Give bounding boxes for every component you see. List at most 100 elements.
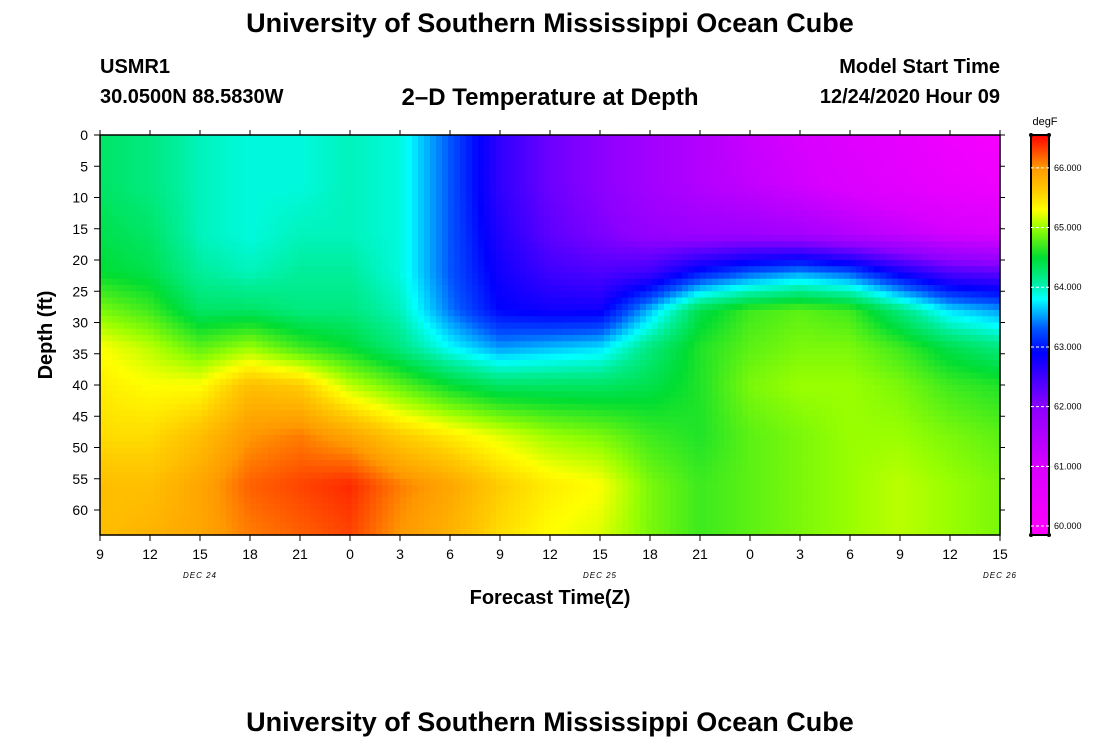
heatmap-cell xyxy=(718,335,725,342)
heatmap-cell xyxy=(736,272,743,280)
heatmap-cell xyxy=(754,147,761,155)
heatmap-cell xyxy=(928,241,935,249)
heatmap-cell xyxy=(640,153,647,161)
heatmap-cell xyxy=(856,216,863,224)
heatmap-cell xyxy=(916,141,923,149)
heatmap-cell xyxy=(874,328,881,336)
heatmap-cell xyxy=(250,228,257,236)
heatmap-cell xyxy=(706,147,713,155)
heatmap-cell xyxy=(688,147,695,155)
heatmap-cell xyxy=(514,178,521,186)
heatmap-cell xyxy=(658,178,665,186)
heatmap-cell xyxy=(322,153,329,161)
heatmap-cell xyxy=(754,185,761,192)
heatmap-cell xyxy=(694,266,701,274)
heatmap-cell xyxy=(232,322,239,330)
heatmap-cell xyxy=(142,135,149,142)
heatmap-cell xyxy=(454,203,461,211)
heatmap-cell xyxy=(694,191,701,199)
heatmap-cell xyxy=(460,266,467,274)
heatmap-cell xyxy=(634,291,641,299)
heatmap-cell xyxy=(904,253,911,261)
heatmap-cell xyxy=(742,166,749,174)
heatmap-cell xyxy=(142,247,149,255)
heatmap-cell xyxy=(460,222,467,230)
heatmap-cell xyxy=(448,153,455,161)
heatmap-cell xyxy=(478,135,485,142)
heatmap-cell xyxy=(124,216,131,224)
heatmap-cell xyxy=(622,135,629,142)
heatmap-cell xyxy=(892,272,899,280)
heatmap-cell xyxy=(670,197,677,205)
heatmap-cell xyxy=(256,316,263,324)
heatmap-cell xyxy=(772,147,779,155)
heatmap-cell xyxy=(490,272,497,280)
heatmap-cell xyxy=(424,303,431,311)
heatmap-cell xyxy=(958,228,965,236)
heatmap-cell xyxy=(832,241,839,249)
heatmap-cell xyxy=(826,316,833,324)
heatmap-cell xyxy=(130,197,137,205)
heatmap-cell xyxy=(412,328,419,336)
heatmap-cell xyxy=(598,197,605,205)
heatmap-cell xyxy=(754,247,761,255)
heatmap-cell xyxy=(334,135,341,142)
heatmap-cell xyxy=(616,316,623,324)
heatmap-cell xyxy=(910,216,917,224)
heatmap-cell xyxy=(874,166,881,174)
heatmap-cell xyxy=(376,216,383,224)
heatmap-cell xyxy=(418,210,425,217)
heatmap-cell xyxy=(622,191,629,199)
heatmap-cell xyxy=(286,172,293,180)
heatmap-cell xyxy=(568,160,575,167)
heatmap-cell xyxy=(364,178,371,186)
heatmap-cell xyxy=(922,228,929,236)
heatmap-cell xyxy=(406,247,413,255)
heatmap-cell xyxy=(808,241,815,249)
heatmap-cell xyxy=(760,247,767,255)
heatmap-cell xyxy=(214,253,221,261)
heatmap-cell xyxy=(334,160,341,167)
heatmap-cell xyxy=(958,172,965,180)
heatmap-cell xyxy=(934,166,941,174)
heatmap-cell xyxy=(364,266,371,274)
heatmap-cell xyxy=(988,141,995,149)
heatmap-cell xyxy=(796,216,803,224)
heatmap-cell xyxy=(724,260,731,267)
heatmap-cell xyxy=(316,241,323,249)
heatmap-cell xyxy=(526,297,533,305)
heatmap-cell xyxy=(964,135,971,142)
heatmap-cell xyxy=(448,178,455,186)
heatmap-cell xyxy=(328,278,335,286)
heatmap-cell xyxy=(484,135,491,142)
heatmap-cell xyxy=(628,178,635,186)
heatmap-cell xyxy=(628,266,635,274)
heatmap-cell xyxy=(232,135,239,142)
heatmap-cell xyxy=(850,153,857,161)
heatmap-cell xyxy=(520,216,527,224)
heatmap-cell xyxy=(748,185,755,192)
heatmap-cell xyxy=(550,147,557,155)
heatmap-cell xyxy=(286,335,293,342)
heatmap-cell xyxy=(862,303,869,311)
heatmap-cell xyxy=(970,153,977,161)
heatmap-cell xyxy=(940,203,947,211)
heatmap-cell xyxy=(538,272,545,280)
heatmap-cell xyxy=(418,272,425,280)
heatmap-cell xyxy=(478,203,485,211)
heatmap-cell xyxy=(796,266,803,274)
heatmap-cell xyxy=(994,178,1001,186)
heatmap-cell xyxy=(952,278,959,286)
heatmap-cell xyxy=(724,241,731,249)
heatmap-cell xyxy=(916,285,923,292)
heatmap-cell xyxy=(604,266,611,274)
heatmap-cell xyxy=(796,310,803,317)
heatmap-cell xyxy=(550,335,557,342)
heatmap-cell xyxy=(586,266,593,274)
heatmap-cell xyxy=(712,135,719,142)
heatmap-cell xyxy=(400,303,407,311)
heatmap-cell xyxy=(496,178,503,186)
heatmap-cell xyxy=(652,316,659,324)
heatmap-cell xyxy=(400,260,407,267)
heatmap-cell xyxy=(298,197,305,205)
